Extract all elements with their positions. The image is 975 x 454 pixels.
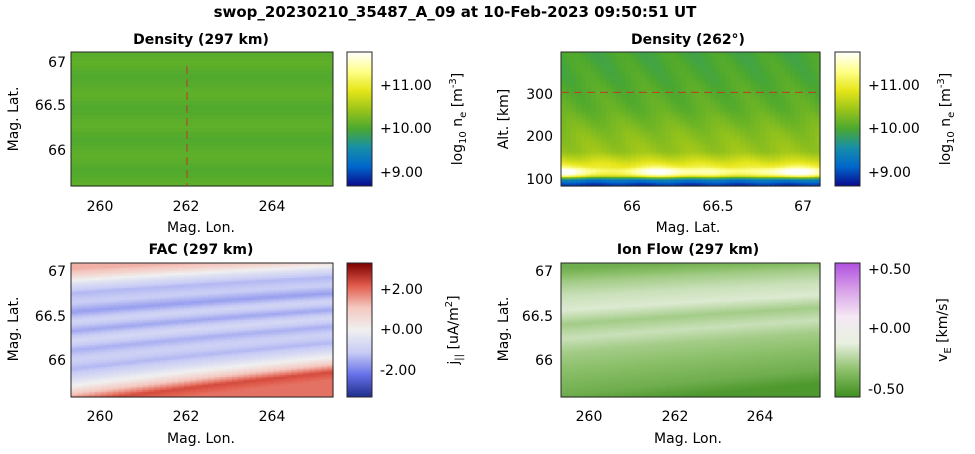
heatmap-cell: [71, 88, 333, 93]
density-heatmap: [71, 52, 333, 187]
heatmap-cell: [71, 173, 333, 178]
heatmap-cell: [71, 56, 333, 61]
y-axis-label: Mag. Lat.: [6, 87, 22, 152]
x-tick-label: 264: [259, 199, 286, 215]
heatmap-cell: [71, 146, 333, 151]
heatmap-cell: [71, 65, 333, 70]
cbar-tick-label: +9.00: [868, 165, 911, 181]
heatmap-cell: [71, 150, 333, 155]
heatmap-cell: [71, 137, 333, 142]
y-tick-label: 100: [526, 172, 553, 188]
x-axis-label: Mag. Lon.: [167, 220, 235, 236]
x-tick-label: 260: [87, 199, 114, 215]
heatmap-cell: [71, 101, 333, 106]
density-altitude-heatmap: [561, 52, 821, 187]
heatmap-cell: [71, 123, 333, 128]
cbar-tick-label: +11.00: [868, 78, 920, 94]
colorbar: [347, 52, 372, 186]
cbar-tick-label: +10.00: [380, 121, 432, 137]
panel-density-297km: Density (297 km) 260 262 264 67 66.5 66 …: [6, 32, 469, 236]
cbar-tick-label: +10.00: [868, 121, 920, 137]
heatmap-cell: [71, 164, 333, 169]
heatmap-cell: [71, 132, 333, 137]
y-tick-label: 300: [526, 87, 553, 103]
heatmap-cell: [71, 92, 333, 97]
y-tick-label: 66: [48, 143, 66, 159]
heatmap-cell: [71, 61, 333, 66]
heatmap-cell: [71, 110, 333, 115]
panel-fac-297km: FAC (297 km) 260 262 264 67 66.5 66 Mag.…: [6, 242, 465, 447]
x-ticks: 260 262 264: [87, 199, 286, 215]
x-tick-label: 262: [173, 199, 200, 215]
x-tick-label: 67: [794, 199, 812, 215]
colorbar: [835, 52, 860, 186]
heatmap-cell: [71, 79, 333, 84]
heatmap-cell: [71, 177, 333, 182]
heatmap-cell: [71, 128, 333, 133]
x-tick-label: 66.5: [702, 199, 733, 215]
heatmap-cell: [71, 168, 333, 173]
cbar-axis-label: log10 ne [m-3]: [448, 73, 469, 166]
panel-density-262deg: Density (262°) 66 66.5 67 300 200 100 Ma…: [496, 32, 957, 236]
figure-title: swop_20230210_35487_A_09 at 10-Feb-2023 …: [214, 3, 698, 21]
heatmap-cell: [71, 74, 333, 79]
heatmap-cell: [71, 159, 333, 164]
fac-heatmap: [71, 263, 334, 398]
heatmap-cell: [71, 97, 333, 102]
heatmap-cell: [71, 119, 333, 124]
y-tick-label: 200: [526, 129, 553, 145]
x-axis-label: Mag. Lat.: [656, 220, 721, 236]
heatmap-cell: [71, 115, 333, 120]
heatmap-cell: [71, 141, 333, 146]
panel-title: Density (297 km): [133, 32, 269, 48]
cbar-tick-label: +11.00: [380, 78, 432, 94]
heatmap-cell: [71, 155, 333, 160]
heatmap-cell: [71, 83, 333, 88]
panel-title: FAC (297 km): [149, 242, 254, 258]
cbar-tick-label: +9.00: [380, 165, 423, 181]
heatmap-cell: [71, 106, 333, 111]
cbar-axis-label: log10 ne [m-3]: [936, 73, 957, 166]
y-tick-label: 66.5: [35, 98, 66, 114]
y-ticks: 300 200 100: [526, 87, 553, 188]
heatmap-cell: [71, 52, 333, 57]
panel-title: Density (262°): [631, 32, 745, 48]
x-ticks: 66 66.5 67: [623, 199, 812, 215]
heatmap-cell: [71, 70, 333, 75]
x-tick-label: 66: [623, 199, 641, 215]
y-tick-label: 67: [48, 55, 66, 71]
y-axis-label: Alt. [km]: [496, 89, 512, 150]
y-ticks: 67 66.5 66: [35, 55, 66, 159]
